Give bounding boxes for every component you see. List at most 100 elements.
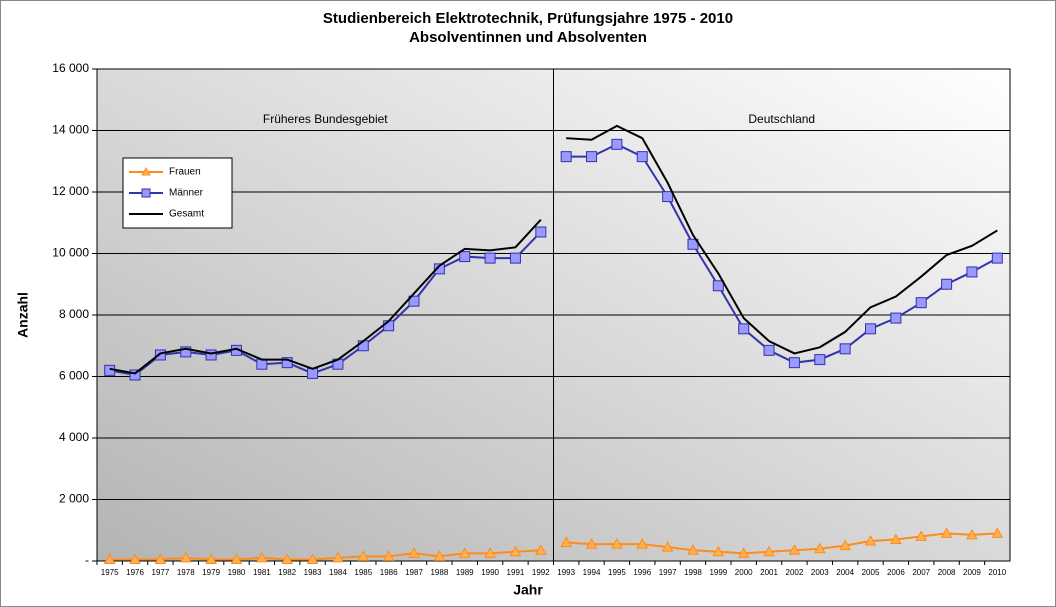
marker	[890, 533, 902, 544]
x-tick-label: 1992	[532, 568, 550, 577]
marker	[991, 252, 1003, 264]
marker	[636, 151, 648, 163]
x-tick-label: 1984	[329, 568, 347, 577]
marker	[839, 539, 852, 551]
marker	[129, 553, 141, 564]
marker	[332, 551, 344, 563]
x-tick-label: 1980	[228, 568, 246, 577]
marker	[940, 527, 953, 538]
marker	[433, 550, 446, 561]
marker	[534, 544, 547, 555]
marker	[915, 297, 927, 309]
y-tick-label: 8 000	[59, 307, 89, 321]
marker	[433, 263, 445, 275]
marker	[814, 354, 826, 366]
marker	[636, 538, 649, 549]
x-tick-label: 2006	[887, 568, 905, 577]
marker	[712, 280, 724, 292]
marker	[205, 349, 217, 361]
marker	[255, 551, 268, 563]
x-tick-label: 2003	[811, 568, 829, 577]
x-tick-label: 1981	[253, 568, 271, 577]
marker	[915, 530, 928, 541]
marker	[129, 369, 141, 381]
series-line	[566, 124, 998, 355]
marker	[586, 151, 598, 163]
marker	[306, 553, 319, 564]
legend-label: Frauen	[169, 167, 201, 178]
y-tick-label: 16 000	[52, 61, 89, 75]
x-tick-label: 1983	[304, 568, 322, 577]
y-tick-label: 6 000	[59, 369, 89, 383]
series-line	[566, 532, 998, 555]
x-tick-label: 1985	[354, 568, 372, 577]
legend-marker	[141, 166, 151, 176]
x-tick-label: 1990	[481, 568, 499, 577]
y-tick-label: 14 000	[52, 123, 89, 137]
series-line	[109, 549, 541, 561]
series-line	[109, 218, 542, 375]
marker	[890, 312, 902, 324]
marker	[966, 266, 978, 278]
x-tick-label: 1978	[177, 568, 195, 577]
x-tick-label: 1996	[633, 568, 651, 577]
marker	[611, 538, 623, 549]
region-label: Früheres Bundesgebiet	[263, 112, 388, 126]
chart-title: Studienbereich Elektrotechnik, Prüfungsj…	[323, 10, 733, 27]
marker	[154, 553, 167, 564]
x-tick-label: 1979	[202, 568, 220, 577]
x-tick-label: 1993	[557, 568, 575, 577]
legend-label: Männer	[169, 188, 204, 199]
marker	[256, 358, 268, 370]
marker	[864, 534, 877, 546]
legend-marker	[141, 188, 151, 198]
region-label: Deutschland	[748, 112, 815, 126]
marker	[154, 349, 166, 361]
marker	[205, 553, 217, 564]
x-tick-label: 1976	[126, 568, 144, 577]
y-tick-label: 4 000	[59, 430, 89, 444]
x-tick-label: 1986	[380, 568, 398, 577]
marker	[281, 553, 294, 564]
x-tick-label: 2005	[862, 568, 880, 577]
marker	[687, 544, 699, 555]
x-tick-label: 2001	[760, 568, 778, 577]
y-tick-label: 2 000	[59, 492, 89, 506]
marker	[662, 191, 674, 203]
x-axis-label: Jahr	[513, 582, 543, 598]
marker	[408, 547, 420, 558]
series-2	[109, 124, 998, 375]
marker	[509, 252, 521, 264]
marker	[991, 527, 1004, 538]
x-tick-label: 1994	[583, 568, 601, 577]
marker	[966, 528, 978, 540]
marker	[737, 547, 750, 558]
marker	[788, 357, 800, 369]
marker	[560, 536, 573, 548]
marker	[712, 545, 725, 557]
x-tick-label: 2008	[938, 568, 956, 577]
x-tick-label: 2004	[836, 568, 854, 577]
marker	[357, 550, 370, 561]
y-tick-label: 12 000	[52, 184, 89, 198]
legend-label: Gesamt	[169, 209, 204, 220]
x-tick-label: 1977	[152, 568, 170, 577]
marker	[459, 251, 471, 263]
x-tick-label: 1999	[709, 568, 727, 577]
x-tick-label: 1975	[101, 568, 119, 577]
marker	[484, 547, 496, 558]
marker	[763, 545, 775, 557]
marker	[230, 553, 243, 564]
marker	[535, 226, 547, 238]
marker	[585, 538, 598, 549]
marker	[839, 343, 851, 355]
x-tick-label: 2009	[963, 568, 981, 577]
marker	[281, 357, 293, 369]
marker	[307, 367, 319, 379]
chart-subtitle: Absolventinnen und Absolventen	[409, 29, 647, 46]
marker	[763, 344, 775, 356]
y-axis-label: Anzahl	[15, 292, 31, 338]
series-0	[103, 527, 1004, 564]
marker	[509, 545, 522, 557]
